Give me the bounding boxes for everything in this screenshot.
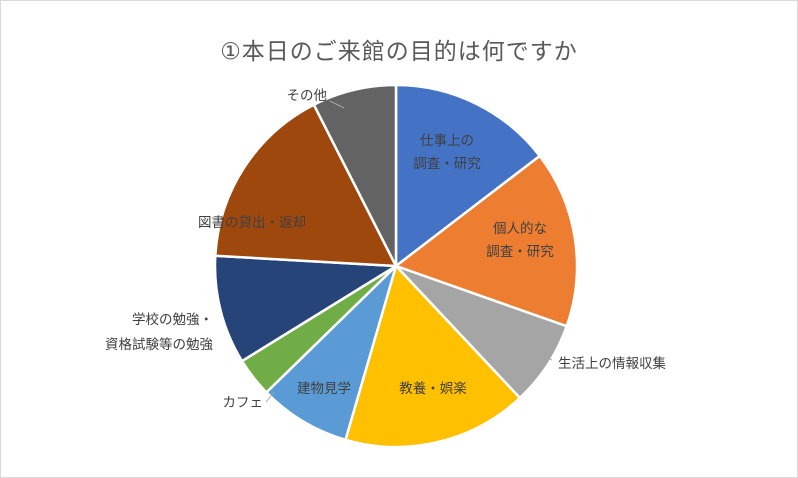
pie-slice-8 xyxy=(312,83,398,268)
leader-line-2 xyxy=(534,351,553,361)
slice-label-0: 仕事上の調査・研究 xyxy=(413,133,481,172)
chart-title: ①本日のご来館の目的は何ですか xyxy=(220,39,578,65)
pie-slice-4 xyxy=(265,264,398,442)
pie-slice-0 xyxy=(394,83,541,268)
pie-slice-3 xyxy=(344,264,522,449)
pie-slice-1 xyxy=(394,154,579,328)
slice-label-3: 教養・娯楽 xyxy=(399,380,467,397)
leader-line-8 xyxy=(329,100,345,109)
slice-label-7: 図書の貸出・返却 xyxy=(198,215,306,231)
slice-label-4: 建物見学 xyxy=(297,381,351,397)
slice-label-5: カフェ xyxy=(223,395,264,411)
leader-line-5 xyxy=(265,391,275,403)
slice-label-6: 学校の勉強・資格試験等の勉強 xyxy=(105,311,213,353)
slice-label-2: 生活上の情報収集 xyxy=(558,356,666,372)
slice-label-8: その他 xyxy=(287,88,328,104)
pie-slice-7 xyxy=(214,103,398,268)
pie-slice-6 xyxy=(213,254,398,363)
slice-label-1: 個人的な調査・研究 xyxy=(486,221,554,260)
